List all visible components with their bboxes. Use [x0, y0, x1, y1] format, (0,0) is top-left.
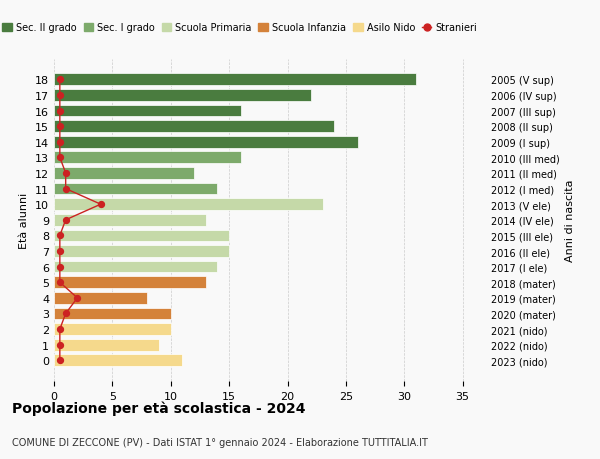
Legend: Sec. II grado, Sec. I grado, Scuola Primaria, Scuola Infanzia, Asilo Nido, Stran: Sec. II grado, Sec. I grado, Scuola Prim…	[0, 20, 481, 37]
Point	[55, 357, 65, 364]
Point	[55, 107, 65, 115]
Bar	[54, 308, 171, 319]
Bar	[54, 355, 182, 366]
Point	[73, 295, 82, 302]
Bar	[54, 339, 159, 351]
Bar	[54, 230, 229, 242]
Text: Popolazione per età scolastica - 2024: Popolazione per età scolastica - 2024	[12, 401, 305, 415]
Bar	[54, 261, 217, 273]
Point	[61, 217, 70, 224]
Point	[61, 170, 70, 177]
Bar	[54, 90, 311, 101]
Point	[55, 154, 65, 162]
Bar	[54, 106, 241, 117]
Bar	[54, 168, 194, 179]
Bar	[54, 74, 416, 86]
Point	[55, 248, 65, 255]
Bar	[54, 121, 334, 133]
Point	[55, 326, 65, 333]
Point	[61, 310, 70, 318]
Bar	[54, 246, 229, 257]
Y-axis label: Anni di nascita: Anni di nascita	[565, 179, 575, 262]
Bar	[54, 324, 171, 335]
Bar	[54, 152, 241, 164]
Point	[96, 201, 106, 208]
Bar	[54, 214, 206, 226]
Point	[55, 263, 65, 271]
Point	[55, 92, 65, 99]
Point	[55, 123, 65, 130]
Point	[55, 232, 65, 240]
Point	[55, 139, 65, 146]
Bar	[54, 183, 217, 195]
Point	[55, 279, 65, 286]
Point	[55, 77, 65, 84]
Point	[55, 341, 65, 349]
Y-axis label: Età alunni: Età alunni	[19, 192, 29, 248]
Bar	[54, 277, 206, 288]
Bar	[54, 292, 148, 304]
Bar	[54, 137, 358, 148]
Bar	[54, 199, 323, 211]
Point	[61, 185, 70, 193]
Text: COMUNE DI ZECCONE (PV) - Dati ISTAT 1° gennaio 2024 - Elaborazione TUTTITALIA.IT: COMUNE DI ZECCONE (PV) - Dati ISTAT 1° g…	[12, 437, 428, 448]
